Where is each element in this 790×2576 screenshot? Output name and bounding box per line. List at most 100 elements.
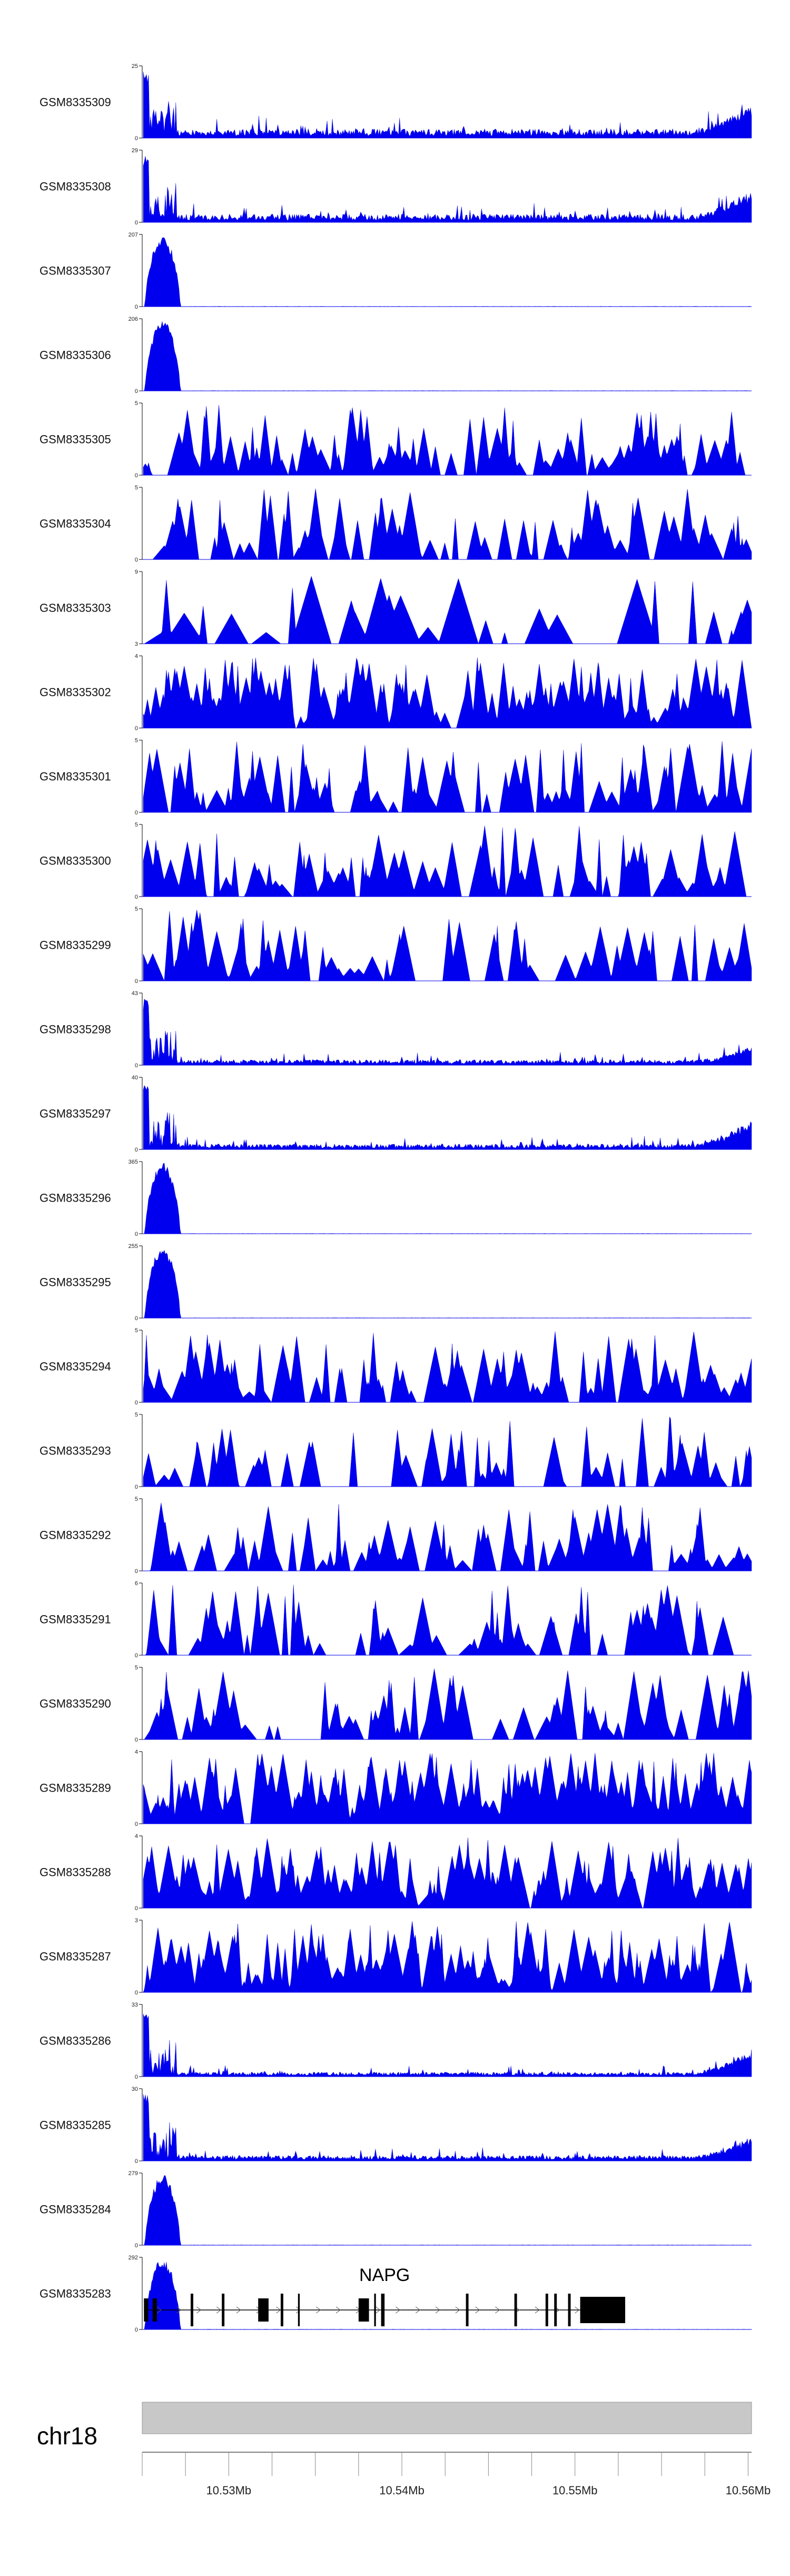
strand-arrow-icon	[575, 2306, 580, 2314]
coverage-area	[143, 1585, 752, 1656]
track-ymin-label: 0	[135, 1905, 138, 1912]
track-label: GSM8335304	[39, 517, 111, 530]
coverage-area	[143, 576, 752, 644]
track-label: GSM8335288	[39, 1866, 111, 1879]
track-ymin-label: 0	[135, 894, 138, 900]
track-ymin-label: 0	[135, 388, 138, 395]
track-ymax-label: 255	[129, 1243, 138, 1250]
exon-block	[280, 2294, 283, 2326]
track-ymax-label: 5	[135, 738, 138, 744]
track-GSM8335304: GSM8335304 5 0	[39, 485, 752, 563]
track-ymax-label: 5	[135, 485, 138, 491]
chromosome-label: chr18	[37, 2422, 97, 2450]
track-label: GSM8335303	[39, 602, 111, 615]
track-GSM8335287: GSM8335287 3 0	[39, 1918, 752, 1996]
coverage-area	[143, 2014, 752, 2077]
track-label: GSM8335285	[39, 2119, 111, 2132]
track-label: GSM8335293	[39, 1444, 111, 1458]
coverage-area	[143, 1331, 752, 1403]
axis-tick-label: 10.54Mb	[379, 2484, 424, 2497]
track-ymax-label: 4	[135, 1749, 138, 1755]
track-ymin-label: 0	[135, 2243, 138, 2249]
exon-block	[554, 2294, 557, 2326]
track-label: GSM8335300	[39, 854, 111, 868]
track-ymin-label: 0	[135, 1821, 138, 1827]
track-ymin-label: 0	[135, 978, 138, 985]
track-ymin-label: 0	[135, 557, 138, 563]
track-ymin-label: 0	[135, 2327, 138, 2333]
chromosome-ideogram: chr18	[37, 2402, 752, 2450]
track-ymax-label: 206	[129, 316, 138, 322]
track-ymax-label: 207	[129, 232, 138, 238]
exon-block	[545, 2294, 548, 2326]
coverage-area	[143, 910, 752, 981]
track-label: GSM8335301	[39, 770, 111, 783]
track-GSM8335298: GSM8335298 43 0	[39, 990, 752, 1069]
strand-arrow-icon	[276, 2306, 281, 2314]
track-GSM8335285: GSM8335285 30 0	[39, 2086, 752, 2165]
track-ymax-label: 279	[129, 2170, 138, 2177]
strand-arrow-icon	[196, 2306, 202, 2314]
track-ymax-label: 6	[135, 1580, 138, 1587]
track-label: GSM8335284	[39, 2203, 111, 2216]
coverage-area	[143, 488, 752, 560]
coverage-area	[143, 156, 752, 223]
track-ymin-label: 0	[135, 1063, 138, 1069]
track-label: GSM8335292	[39, 1529, 111, 1542]
track-ymin-label: 0	[135, 473, 138, 479]
exon-block	[298, 2294, 300, 2326]
track-label: GSM8335283	[39, 2287, 111, 2300]
coverage-area	[143, 1416, 752, 1487]
coverage-area	[143, 998, 752, 1066]
coverage-area	[143, 2175, 752, 2246]
track-GSM8335303: GSM8335303 9 3	[39, 569, 752, 647]
track-GSM8335289: GSM8335289 4 0	[39, 1749, 752, 1827]
exon-block	[514, 2294, 517, 2326]
track-label: GSM8335287	[39, 1950, 111, 1963]
track-ymax-label: 9	[135, 569, 138, 575]
coverage-area	[143, 1085, 752, 1150]
gene-name-label: NAPG	[359, 2265, 410, 2285]
track-label: GSM8335286	[39, 2034, 111, 2048]
track-ymin-label: 0	[135, 725, 138, 732]
track-label: GSM8335299	[39, 939, 111, 952]
track-GSM8335294: GSM8335294 5 0	[39, 1328, 752, 1406]
coverage-area	[143, 1837, 752, 1909]
track-ymax-label: 33	[132, 2002, 138, 2008]
coverage-area	[143, 741, 752, 813]
track-ymin-label: 0	[135, 1231, 138, 1237]
track-ymin-label: 0	[135, 2158, 138, 2165]
track-ymax-label: 43	[132, 990, 138, 997]
track-label: GSM8335307	[39, 264, 111, 278]
track-ymin-label: 0	[135, 1990, 138, 1996]
strand-arrow-icon	[236, 2306, 241, 2314]
exon-block	[466, 2294, 469, 2326]
track-GSM8335307: GSM8335307 207 0	[39, 232, 752, 310]
coverage-area	[143, 1502, 752, 1571]
track-ymax-label: 3	[135, 1918, 138, 1924]
coverage-tracks: GSM8335309 25 0 GSM8335308 29 0 GSM8335307 207 0…	[39, 63, 752, 2333]
strand-arrow-icon	[296, 2306, 301, 2314]
coverage-area	[143, 657, 752, 729]
strand-arrow-icon	[315, 2306, 321, 2314]
coverage-area	[143, 1753, 752, 1824]
track-GSM8335306: GSM8335306 206 0	[39, 316, 752, 395]
coverage-area	[143, 1921, 752, 1993]
strand-arrow-icon	[415, 2306, 421, 2314]
track-ymax-label: 5	[135, 400, 138, 407]
axis-tick-label: 10.56Mb	[726, 2484, 771, 2497]
exon-block	[222, 2294, 225, 2326]
coverage-area	[143, 1668, 752, 1740]
track-GSM8335308: GSM8335308 29 0	[39, 148, 752, 226]
track-ymin-label: 0	[135, 1653, 138, 1659]
track-ymax-label: 292	[129, 2255, 138, 2261]
exon-block	[580, 2297, 626, 2323]
coverage-area	[143, 1250, 752, 1319]
coverage-area	[143, 825, 752, 897]
track-ymin-label: 0	[135, 1737, 138, 1743]
track-ymin-label: 3	[135, 641, 138, 647]
track-label: GSM8335290	[39, 1697, 111, 1710]
axis-tick-label: 10.53Mb	[206, 2484, 252, 2497]
track-ymax-label: 5	[135, 1328, 138, 1334]
track-GSM8335295: GSM8335295 255 0	[39, 1243, 752, 1322]
